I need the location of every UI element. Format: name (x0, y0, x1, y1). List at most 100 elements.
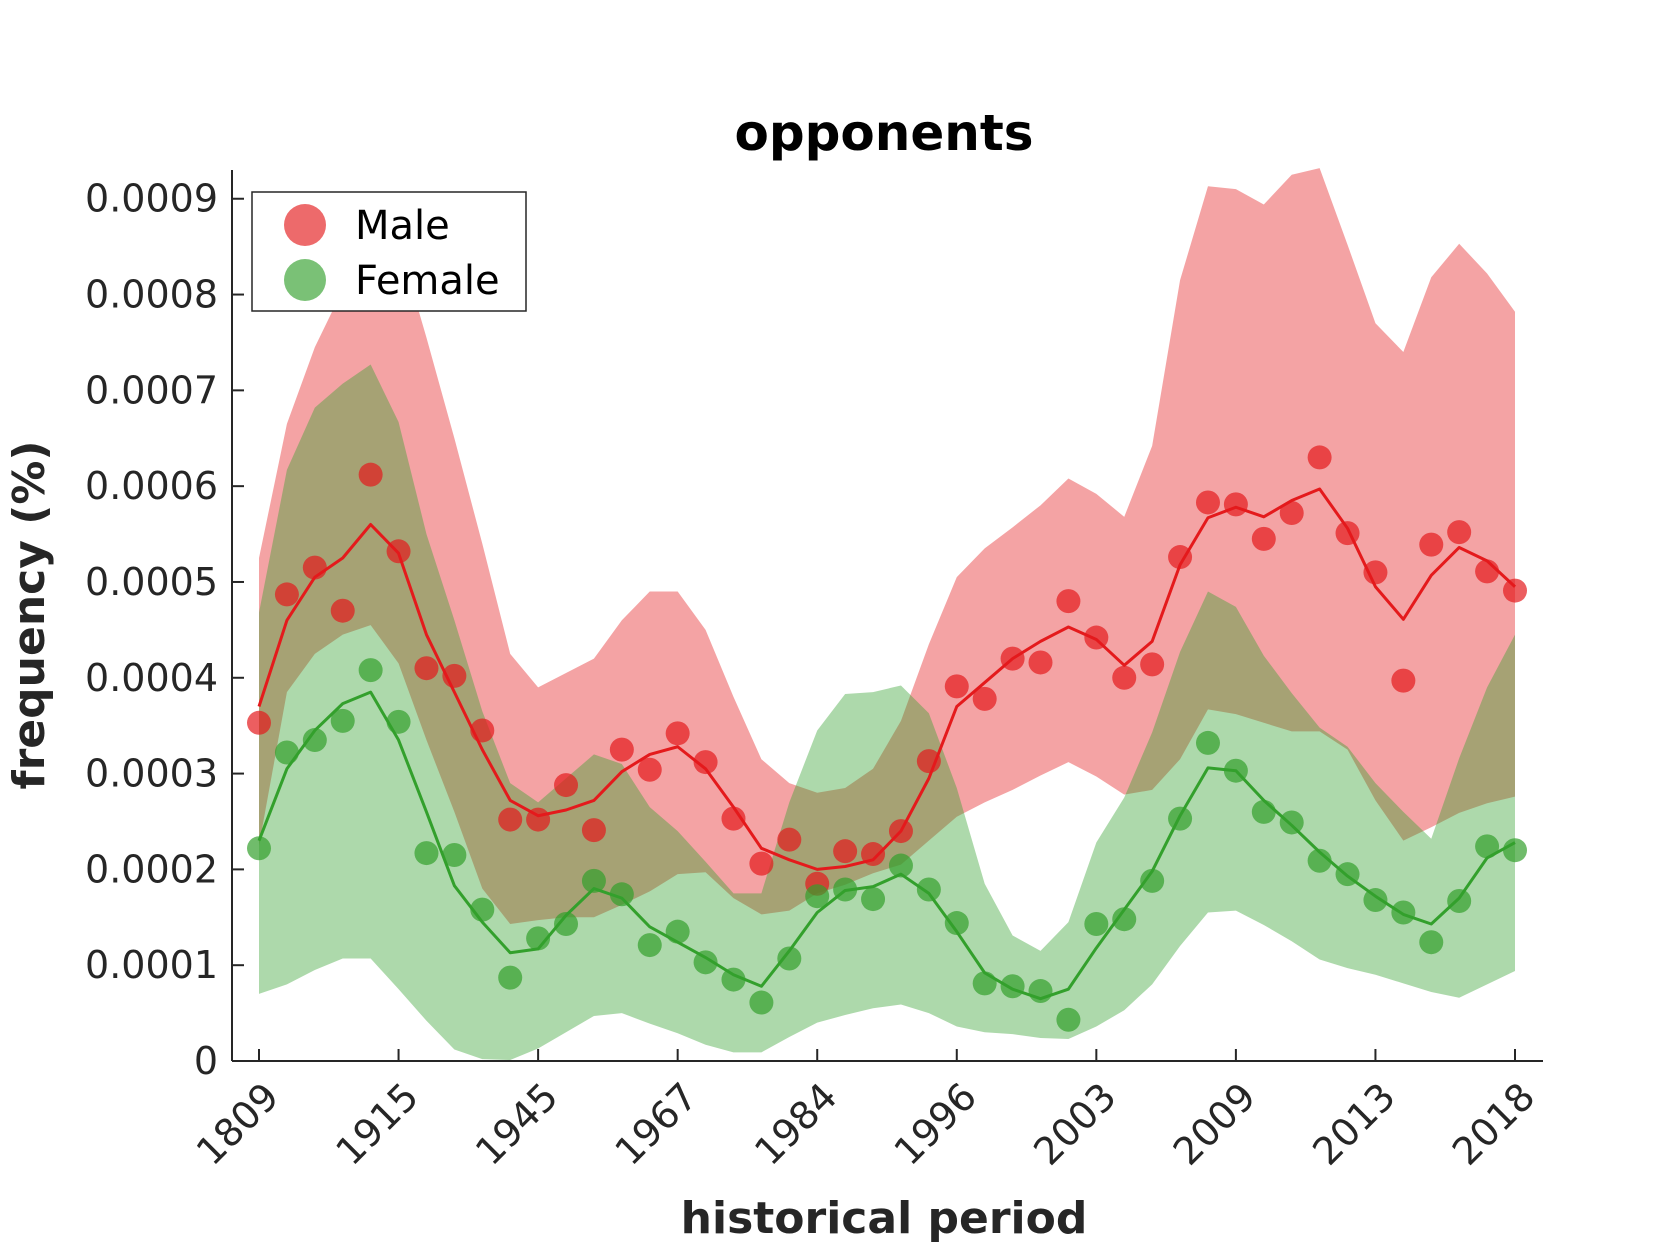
female-data-point (498, 965, 523, 990)
male-data-point (358, 462, 383, 487)
male-data-point (1475, 559, 1500, 584)
x-tick-label: 2018 (1444, 1074, 1544, 1174)
y-tick-label: 0 (194, 1039, 218, 1083)
male-data-point (1391, 668, 1416, 693)
y-tick-label: 0.0009 (85, 177, 218, 221)
trend-lines (257, 487, 1517, 1001)
male-data-point (1028, 650, 1053, 675)
female-data-point (1335, 862, 1360, 887)
male-data-point (1279, 500, 1304, 525)
female-data-point (777, 946, 802, 971)
x-tick-label: 1809 (188, 1074, 288, 1174)
female-data-point (1168, 806, 1193, 831)
female-data-point (1223, 758, 1248, 783)
x-tick-label: 1984 (746, 1074, 846, 1174)
male-data-point (247, 710, 271, 735)
male-data-point (1363, 560, 1388, 585)
y-tick-label: 0.0007 (85, 368, 218, 412)
male-data-point (414, 656, 439, 681)
female-data-point (833, 877, 858, 902)
male-data-point (581, 818, 606, 843)
female-data-point (1503, 838, 1527, 863)
x-tick-label: 1945 (467, 1074, 567, 1174)
female-data-point (1112, 907, 1137, 932)
female-data-point (1419, 930, 1444, 955)
female-trend-line (257, 690, 1516, 1001)
legend-label-female: Female (355, 258, 500, 304)
female-band (259, 364, 1515, 1061)
male-data-point (1251, 526, 1276, 551)
female-data-point (637, 933, 662, 958)
female-data-point (721, 967, 746, 992)
female-data-point (526, 926, 551, 951)
legend-label-male: Male (355, 203, 450, 249)
female-data-point (1000, 974, 1025, 999)
male-data-point (442, 663, 467, 688)
y-axis-ticks: 0 0.0001 0.0002 0.0003 0.0004 0.0005 0.0006 0.0… (85, 177, 244, 1083)
data-points (247, 445, 1527, 1032)
male-data-point (693, 750, 718, 775)
male-data-point (526, 807, 551, 832)
legend-marker-female (284, 259, 326, 301)
male-data-point (470, 718, 495, 743)
male-data-point (944, 674, 969, 699)
male-data-point (498, 807, 523, 832)
female-data-point (1251, 799, 1276, 824)
male-data-point (749, 851, 774, 876)
male-data-point (609, 737, 634, 762)
confidence-bands (259, 168, 1515, 1061)
male-band (259, 168, 1515, 924)
female-data-point (749, 990, 774, 1015)
x-tick-label: 2003 (1025, 1074, 1125, 1174)
y-tick-label: 0.0004 (85, 656, 218, 700)
male-data-point (554, 773, 579, 798)
female-data-point (247, 836, 271, 861)
male-data-point (1307, 445, 1332, 470)
chart-title: opponents (734, 104, 1033, 162)
male-data-point (1112, 665, 1137, 690)
female-data-point (1363, 888, 1388, 913)
x-tick-label: 1996 (886, 1074, 986, 1174)
male-data-point (888, 819, 913, 844)
female-data-point (1195, 730, 1220, 755)
male-data-point (1335, 521, 1360, 546)
female-data-point (358, 658, 383, 683)
female-data-point (944, 911, 969, 936)
y-tick-label: 0.0006 (85, 464, 218, 508)
female-data-point (1279, 810, 1304, 835)
x-tick-label: 2013 (1304, 1074, 1404, 1174)
x-tick-label: 1967 (607, 1074, 707, 1174)
female-data-point (609, 882, 634, 907)
x-tick-label: 2009 (1165, 1074, 1265, 1174)
female-data-point (665, 919, 690, 944)
x-axis-title: historical period (681, 1193, 1088, 1244)
female-data-point (1084, 911, 1109, 936)
female-data-point (1028, 979, 1053, 1004)
female-data-point (1391, 900, 1416, 925)
female-data-point (1140, 868, 1165, 893)
male-data-point (1223, 492, 1248, 517)
male-data-point (637, 757, 662, 782)
male-data-point (302, 555, 327, 580)
y-tick-label: 0.0003 (85, 752, 218, 796)
female-data-point (330, 708, 355, 733)
male-data-point (330, 598, 355, 623)
x-axis-ticks: 1809 1915 1945 1967 1984 1996 2003 2009 2013 2018 (188, 1049, 1544, 1174)
male-data-point (386, 539, 411, 564)
male-data-point (1419, 532, 1444, 557)
male-trend-line (257, 487, 1517, 871)
female-data-point (1447, 889, 1472, 914)
female-data-point (805, 884, 830, 909)
female-data-point (581, 868, 606, 893)
y-axis-title: frequency (%) (4, 440, 55, 789)
male-data-point (1447, 520, 1472, 545)
female-data-point (274, 740, 299, 765)
female-data-point (554, 911, 579, 936)
male-data-point (274, 582, 299, 607)
legend: Male Female (251, 191, 527, 312)
female-data-point (1307, 848, 1332, 873)
male-data-point (665, 721, 690, 746)
female-data-point (470, 897, 495, 922)
male-data-point (1168, 545, 1193, 570)
y-tick-label: 0.0002 (85, 847, 218, 891)
